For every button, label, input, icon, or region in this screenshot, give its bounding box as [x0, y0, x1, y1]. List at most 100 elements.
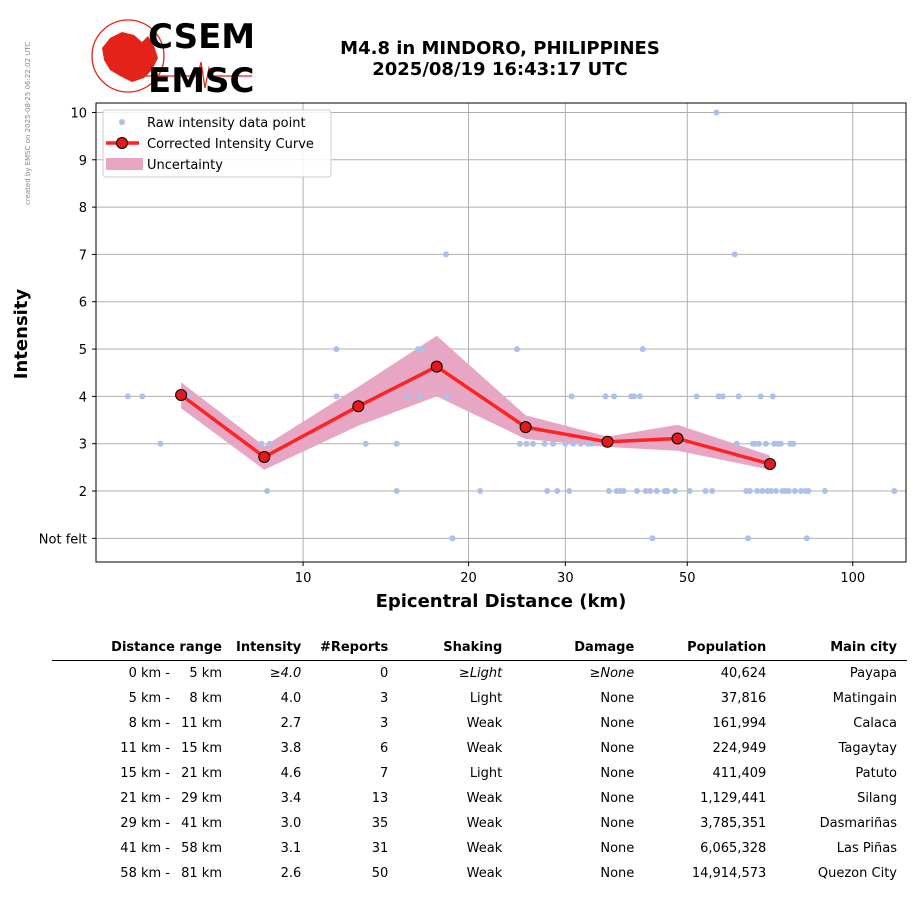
cell-population: 40,624 — [720, 666, 767, 681]
y-tick-label: 10 — [70, 106, 87, 121]
cell-damage: None — [600, 766, 635, 781]
raw-data-point — [530, 440, 536, 447]
cell-damage: None — [600, 841, 635, 856]
cell-damage: None — [600, 716, 635, 731]
cell-distance-range: 21 km - 29 km — [52, 786, 232, 811]
cell-population: 1,129,441 — [700, 791, 767, 806]
cell-population: 411,409 — [712, 766, 767, 781]
logo-text-emsc: EMSC — [148, 61, 255, 98]
header-population: Population — [644, 638, 777, 661]
cell-reports: 7 — [379, 766, 389, 781]
cell-reports: 0 — [379, 666, 389, 681]
table-row: 5 km - 8 km 4.0 3 Light None 37,816 Matingain — [52, 686, 907, 711]
cell-distance-from: 29 km - — [120, 816, 170, 831]
raw-data-point — [642, 488, 649, 494]
raw-data-point — [755, 440, 762, 447]
cell-distance-from: 11 km - — [120, 741, 170, 756]
cell-shaking: Weak — [466, 741, 503, 756]
logo-text-csem: CSEM — [148, 17, 255, 57]
cell-shaking: Weak — [466, 791, 503, 806]
raw-data-point — [444, 393, 451, 400]
raw-data-point — [620, 488, 627, 494]
x-axis-label: Epicentral Distance (km) — [376, 591, 627, 612]
header-intensity: Intensity — [232, 638, 312, 661]
continents-shape — [102, 32, 158, 82]
cell-shaking: Light — [469, 766, 503, 781]
legend-curve-marker — [116, 137, 128, 149]
raw-data-point — [653, 488, 660, 494]
raw-data-point — [746, 488, 753, 494]
cell-distance-from: 8 km - — [128, 716, 170, 731]
x-tick-label: 50 — [679, 571, 696, 586]
y-tick-label: 4 — [79, 390, 87, 405]
cell-distance-to: 8 km — [189, 691, 222, 706]
curve-point — [352, 400, 365, 413]
legend-raw-marker — [119, 119, 125, 125]
cell-intensity: 4.0 — [280, 691, 302, 706]
raw-data-point — [588, 440, 595, 447]
raw-data-point — [393, 440, 400, 447]
curve-point — [671, 432, 684, 445]
raw-data-point — [735, 393, 742, 400]
cell-intensity: 3.0 — [280, 816, 302, 831]
cell-shaking: Weak — [466, 716, 503, 731]
cell-city: Calaca — [853, 716, 897, 731]
table-row: 41 km - 58 km 3.1 31 Weak None 6,065,328 Las Pi… — [52, 836, 907, 861]
title-datetime: 2025/08/19 16:43:17 UTC — [372, 59, 628, 80]
raw-data-point — [266, 440, 273, 447]
header-shaking: Shaking — [398, 638, 513, 661]
legend-curve-label: Corrected Intensity Curve — [147, 137, 314, 152]
plot-frame — [95, 102, 907, 563]
cell-shaking: Weak — [466, 816, 503, 831]
cell-distance-from: 5 km - — [128, 691, 170, 706]
x-tick-label: 10 — [295, 571, 312, 586]
emsc-logo: CSEM EMSC — [91, 17, 255, 98]
globe-icon — [91, 19, 165, 93]
cell-intensity: 3.1 — [280, 841, 302, 856]
raw-data-point — [693, 393, 700, 400]
cell-city: Silang — [857, 791, 897, 806]
raw-data-point — [139, 393, 146, 400]
raw-data-point — [773, 488, 779, 494]
raw-data-point — [443, 251, 449, 258]
raw-data-point — [715, 393, 722, 400]
raw-data-point — [762, 440, 769, 447]
header-damage: Damage — [512, 638, 645, 661]
cell-distance-from: 41 km - — [120, 841, 170, 856]
cell-shaking: Light — [469, 691, 503, 706]
raw-data-point — [634, 488, 640, 494]
y-axis-label: Intensity — [11, 289, 32, 380]
x-tick-label: 20 — [460, 571, 477, 586]
chart-title: M4.8 in MINDORO, PHILIPPINES 2025/08/19 … — [300, 38, 700, 80]
intensity-chart: 10 20 30 50 100 Not felt 2 3 4 5 6 7 8 9 10 Epicentral… — [11, 102, 907, 612]
raw-data-point — [719, 393, 726, 400]
raw-data-point — [754, 488, 761, 494]
cell-intensity: 4.6 — [280, 766, 302, 781]
raw-data-point — [449, 535, 456, 542]
cell-distance-to: 58 km — [181, 841, 222, 856]
raw-data-point — [523, 440, 530, 447]
cell-damage: None — [600, 791, 635, 806]
x-tick-label: 100 — [840, 571, 865, 586]
raw-data-point — [709, 488, 716, 494]
cell-distance-range: 0 km - 5 km — [52, 661, 232, 687]
table-row: 0 km - 5 km ≥4.0 0 ≥Light ≥None 40,624 Payapa — [52, 661, 907, 687]
cell-distance-range: 41 km - 58 km — [52, 836, 232, 861]
cell-distance-range: 58 km - 81 km — [52, 861, 232, 886]
cell-population: 37,816 — [720, 691, 767, 706]
header-city: Main city — [776, 638, 907, 661]
uncertainty-band — [181, 335, 771, 470]
curve-point — [175, 389, 188, 401]
raw-data-point — [745, 535, 752, 542]
raw-data-point — [566, 488, 573, 494]
raw-data-point — [731, 251, 738, 258]
raw-data-point — [733, 440, 740, 447]
cell-reports: 3 — [379, 691, 389, 706]
cell-reports: 35 — [371, 816, 389, 831]
y-tick-label: 6 — [79, 296, 87, 311]
raw-data-point — [393, 488, 400, 494]
raw-data-point — [550, 440, 557, 447]
y-tick-label: 3 — [79, 438, 87, 453]
y-tick-label: Not felt — [39, 532, 87, 547]
ticks: 10 20 30 50 100 Not felt 2 3 4 5 6 7 8 9 10 — [39, 106, 865, 586]
